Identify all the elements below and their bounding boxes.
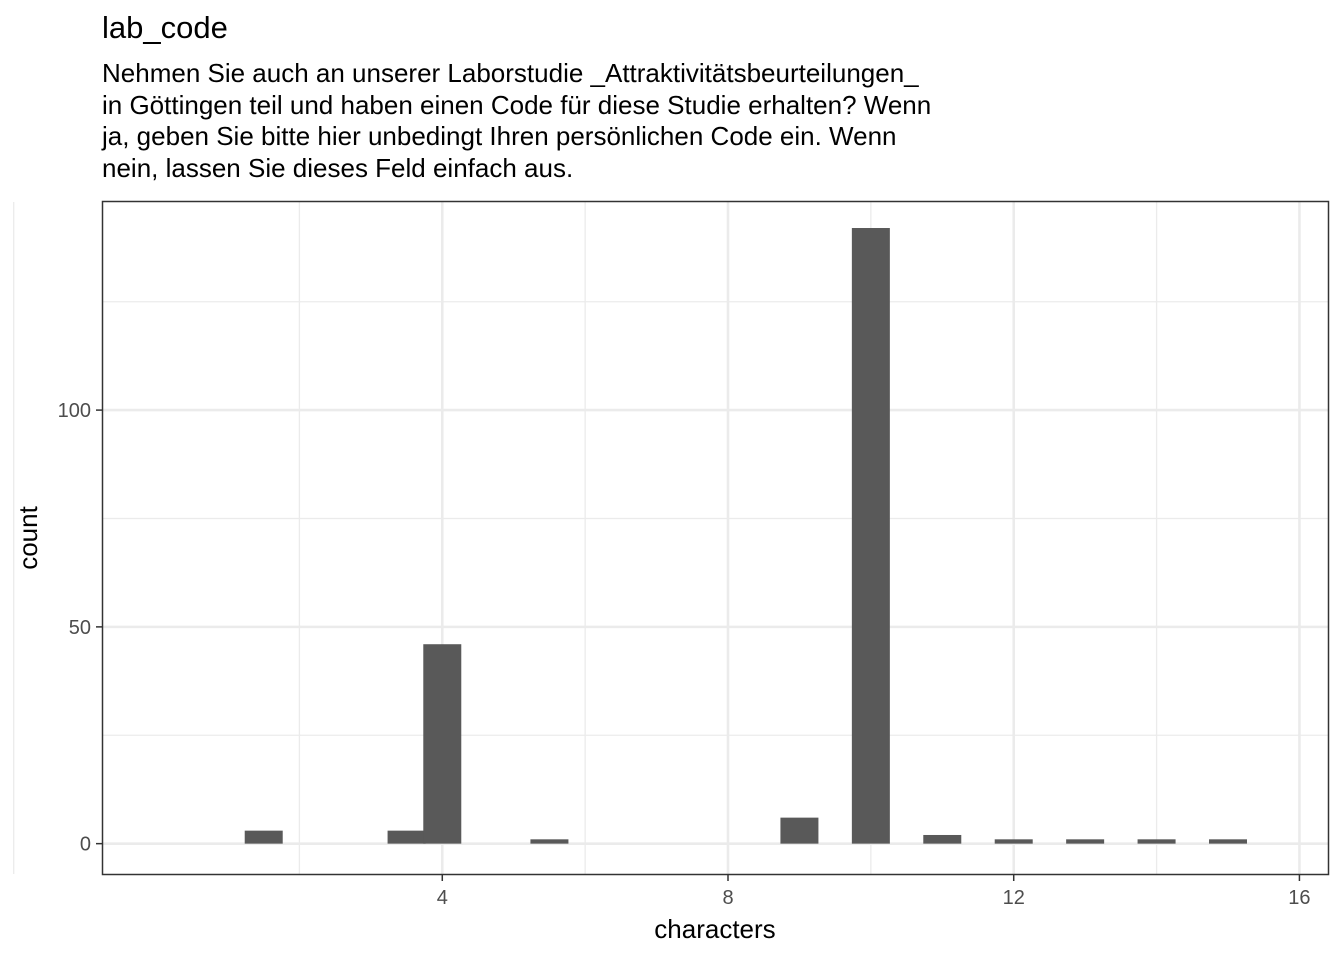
y-tick-label: 50 xyxy=(69,617,91,639)
bar xyxy=(244,830,283,844)
bar xyxy=(387,830,426,844)
bar xyxy=(1209,839,1247,844)
chart-subtitle: Nehmen Sie auch an unserer Laborstudie _… xyxy=(102,58,931,184)
x-tick-label: 16 xyxy=(1288,887,1310,909)
subtitle-line: Nehmen Sie auch an unserer Laborstudie _… xyxy=(102,58,919,88)
plot-panel-border xyxy=(101,200,1330,876)
x-tick-label: 12 xyxy=(1003,887,1025,909)
subtitle-line: ja, geben Sie bitte hier unbedingt Ihren… xyxy=(102,121,897,151)
bar xyxy=(423,644,462,844)
grid-lines xyxy=(13,202,1328,874)
x-tick-label: 8 xyxy=(722,887,733,909)
subtitle-line: nein, lassen Sie dieses Feld einfach aus… xyxy=(102,152,574,183)
bars xyxy=(244,228,1247,844)
bar xyxy=(923,834,962,844)
axis-ticks: 4 8 12 16 0 50 100 xyxy=(58,400,1311,909)
y-axis-title: count xyxy=(13,505,43,569)
bar xyxy=(1066,839,1105,844)
bar xyxy=(1137,839,1176,844)
subtitle-line: in Göttingen teil und haben einen Code f… xyxy=(102,89,932,120)
bar xyxy=(530,839,569,844)
x-tick-label: 4 xyxy=(437,887,448,909)
chart-title: lab_code xyxy=(102,10,228,45)
y-tick-label: 100 xyxy=(58,400,91,422)
bar xyxy=(780,817,819,844)
x-axis-title: characters xyxy=(654,914,775,944)
y-tick-label: 0 xyxy=(80,834,91,856)
bar xyxy=(994,839,1033,844)
bar xyxy=(851,228,890,844)
